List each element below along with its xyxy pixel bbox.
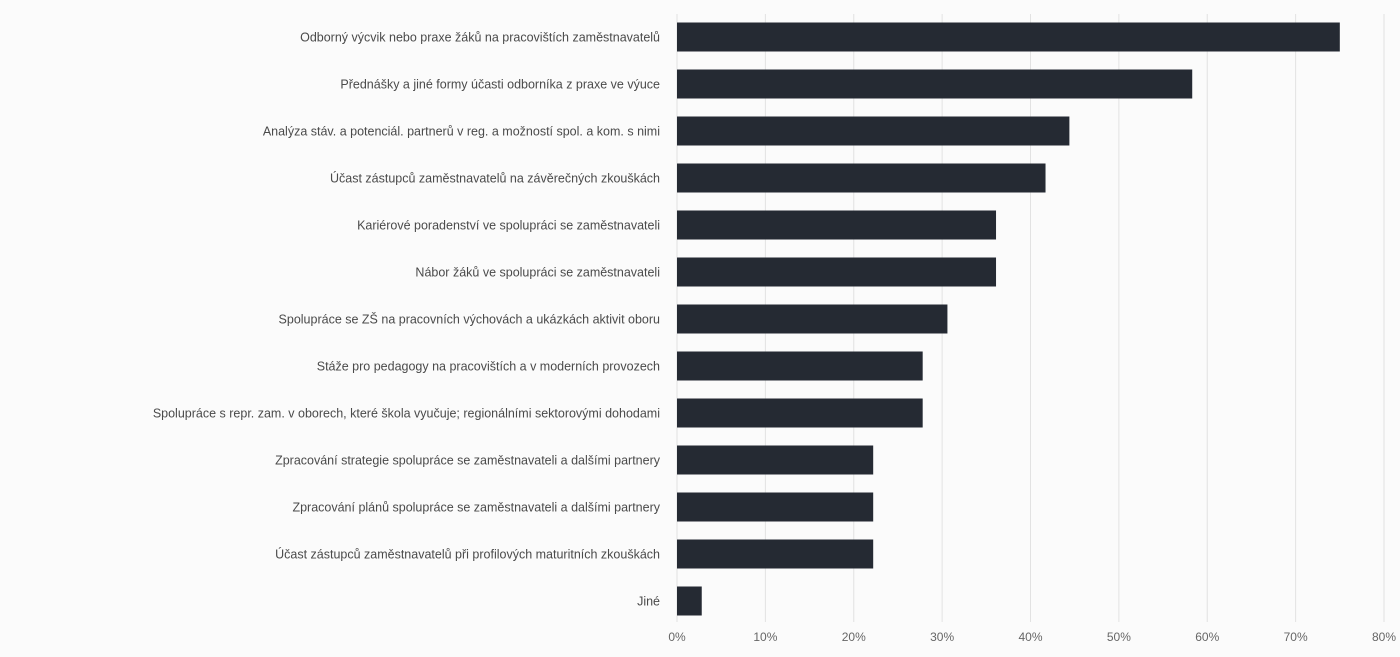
bar	[677, 163, 1046, 193]
category-label: Spolupráce se ZŠ na pracovních výchovách…	[279, 312, 661, 327]
category-label: Jiné	[637, 595, 660, 609]
x-tick-label: 40%	[1018, 630, 1042, 644]
bars	[677, 22, 1340, 616]
x-tick-label: 0%	[668, 630, 686, 644]
category-label: Účast zástupců zaměstnavatelů na závěreč…	[330, 171, 660, 186]
bar	[677, 22, 1340, 52]
x-tick-label: 80%	[1372, 630, 1396, 644]
x-tick-label: 10%	[753, 630, 777, 644]
category-label: Přednášky a jiné formy účasti odborníka …	[340, 78, 660, 92]
bar	[677, 69, 1193, 99]
category-label: Zpracování plánů spolupráce se zaměstnav…	[292, 501, 660, 515]
bar	[677, 586, 702, 616]
bar	[677, 539, 874, 569]
category-label: Zpracování strategie spolupráce se zaměs…	[275, 454, 661, 468]
bar	[677, 492, 874, 522]
bar	[677, 304, 948, 334]
x-tick-label: 30%	[930, 630, 954, 644]
x-tick-label: 60%	[1195, 630, 1219, 644]
x-axis-tick-labels: 0% 10% 20% 30% 40% 50% 60% 70% 80%	[668, 630, 1396, 644]
x-tick-label: 70%	[1284, 630, 1308, 644]
category-label: Kariérové poradenství ve spolupráci se z…	[357, 219, 660, 233]
category-label: Analýza stáv. a potenciál. partnerů v re…	[263, 125, 660, 139]
bar	[677, 257, 997, 287]
x-tick-label: 50%	[1107, 630, 1131, 644]
bar	[677, 398, 923, 428]
category-label: Nábor žáků ve spolupráci se zaměstnavate…	[415, 266, 660, 280]
gridlines	[676, 14, 1385, 622]
bar	[677, 116, 1070, 146]
bar	[677, 445, 874, 475]
category-label: Spolupráce s repr. zam. v oborech, které…	[153, 407, 660, 421]
bar	[677, 351, 923, 381]
bar	[677, 210, 997, 240]
x-tick-label: 20%	[842, 630, 866, 644]
category-label: Účast zástupců zaměstnavatelů při profil…	[275, 547, 660, 562]
category-label: Stáže pro pedagogy na pracovištích a v m…	[317, 360, 660, 374]
category-labels: Odborný výcvik nebo praxe žáků na pracov…	[153, 31, 661, 609]
category-label: Odborný výcvik nebo praxe žáků na pracov…	[300, 31, 660, 45]
